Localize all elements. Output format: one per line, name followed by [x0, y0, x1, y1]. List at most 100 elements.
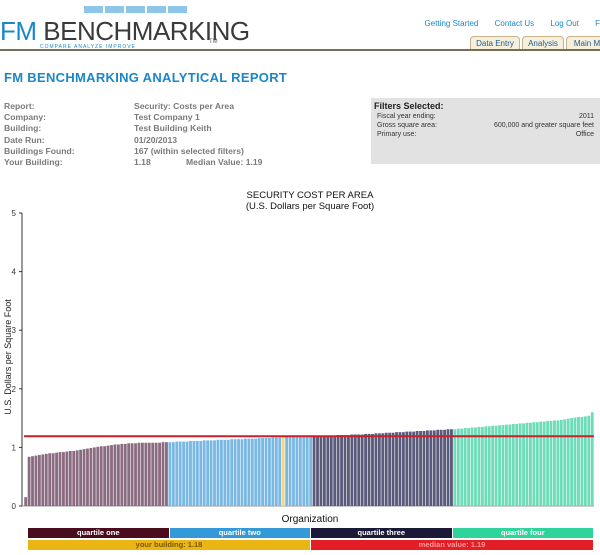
chart-bar — [41, 454, 45, 506]
chart-bar — [31, 456, 34, 506]
y-tick-label: 0 — [12, 502, 17, 511]
chart-bar — [51, 453, 55, 506]
tab-main-menu[interactable]: Main M — [566, 36, 600, 50]
chart-bar — [278, 437, 282, 506]
info-value: Test Building Keith — [134, 123, 212, 134]
getting-started-link[interactable]: Getting Started — [424, 19, 479, 28]
y-tick-label: 3 — [12, 326, 17, 335]
chart-bar — [501, 425, 505, 506]
tab-analysis[interactable]: Analysis — [522, 36, 564, 50]
fm-benchmarking-logo[interactable]: FM BENCHMARKING TM COMPARE ANALYZE IMPRO… — [0, 6, 250, 50]
filter-value: 600,000 and greater square feet — [493, 122, 594, 129]
chart-bar — [37, 455, 41, 506]
chart-bar — [347, 435, 350, 506]
chart-bar — [511, 423, 515, 506]
chart-bar — [326, 435, 330, 506]
log-out-link[interactable]: Log Out — [550, 19, 579, 28]
chart-bar — [199, 440, 203, 506]
chart-bar — [257, 438, 261, 506]
chart-bar — [580, 416, 584, 506]
chart-bar — [113, 444, 117, 506]
chart-bar — [573, 417, 577, 506]
info-label: Report: — [4, 101, 35, 111]
chart-bar — [381, 433, 385, 506]
chart-bar — [508, 424, 512, 506]
chart-bar — [27, 456, 31, 506]
chart-bar — [261, 438, 265, 506]
chart-bar — [120, 443, 124, 506]
contact-us-link[interactable]: Contact Us — [494, 19, 535, 28]
quartile-band: quartile four — [452, 528, 593, 538]
chart-bar — [89, 447, 93, 506]
chart-bar — [82, 449, 86, 506]
filters-panel: Filters Selected: Fiscal year ending: 201… — [371, 98, 600, 164]
chart-bar — [244, 438, 247, 506]
chart-bar — [144, 442, 148, 506]
logo-trademark: TM — [209, 39, 218, 45]
chart-bar — [384, 432, 388, 506]
tab-data-entry[interactable]: Data Entry — [470, 36, 520, 50]
chart-bar — [165, 442, 168, 506]
chart-bar — [408, 431, 412, 506]
chart-bar — [357, 434, 361, 506]
chart-bar — [44, 453, 48, 506]
chart-bar — [350, 434, 354, 506]
chart-bar — [106, 445, 110, 506]
chart-bar — [309, 436, 313, 506]
chart-bar — [264, 438, 268, 506]
chart-bar — [436, 429, 440, 506]
y-tick-label: 1 — [12, 443, 17, 452]
chart-bar — [79, 449, 83, 506]
chart-bar — [522, 423, 525, 506]
chart-bar — [343, 435, 347, 506]
chart-bar — [367, 433, 371, 506]
chart-bar — [178, 441, 182, 506]
chart-bar — [422, 430, 426, 506]
chart-bar — [443, 429, 446, 506]
chart-bar — [158, 442, 161, 506]
chart-bar — [583, 416, 587, 506]
info-label: Your Building: — [4, 156, 63, 167]
chart-bar — [391, 432, 395, 506]
chart-bar — [237, 439, 240, 506]
chart-bar — [480, 426, 484, 506]
chart-title: SECURITY COST PER AREA — [246, 190, 374, 201]
chart-bar — [539, 421, 543, 506]
info-value: Security: Costs per Area — [134, 101, 234, 111]
chart-bar — [542, 421, 546, 506]
chart-bar — [439, 429, 443, 506]
chart-bar — [34, 455, 38, 506]
chart-bar — [559, 419, 563, 506]
chart-bar — [202, 440, 206, 506]
chart-bar — [432, 430, 436, 506]
chart-bar — [99, 446, 103, 506]
chart-bar — [86, 448, 89, 506]
chart-bar — [535, 422, 539, 506]
chart-bar — [154, 442, 158, 506]
chart-bar — [415, 430, 419, 506]
chart-bar — [453, 429, 457, 506]
chart-bar — [353, 434, 357, 506]
logo-square — [168, 6, 187, 13]
chart-bar — [484, 426, 488, 506]
chart-bar — [322, 435, 326, 506]
chart-bar — [206, 440, 210, 506]
chart-bar — [487, 426, 491, 506]
chart-bar — [140, 442, 144, 506]
chart-bar — [429, 430, 433, 506]
chart-bar — [285, 436, 289, 506]
chart-bar — [189, 440, 192, 506]
chart-bar — [425, 430, 429, 506]
logo-square — [126, 6, 145, 13]
chart-bar — [419, 430, 422, 506]
more-link[interactable]: F — [595, 19, 600, 28]
chart-bar — [460, 428, 464, 506]
chart-bar — [116, 444, 120, 506]
chart-bar — [268, 438, 271, 506]
chart-bar — [75, 450, 79, 506]
chart-bar — [374, 433, 378, 506]
chart-bar — [474, 427, 477, 506]
chart-bar — [360, 434, 364, 506]
chart-bar — [130, 443, 134, 506]
chart-bar — [450, 429, 453, 506]
